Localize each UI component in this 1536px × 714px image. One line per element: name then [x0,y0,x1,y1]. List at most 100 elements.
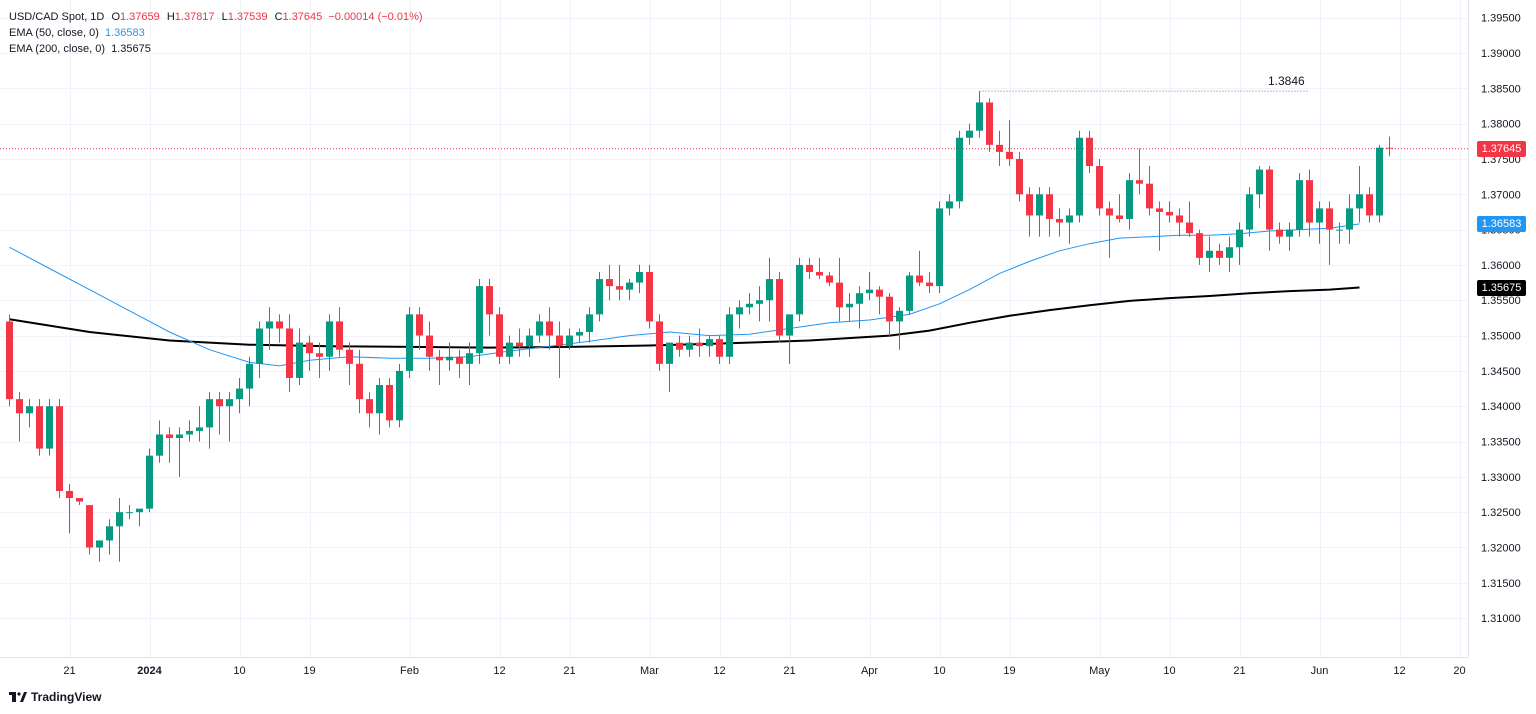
candle-body [1186,222,1193,234]
candle-body [1306,180,1313,223]
x-tick-label: 12 [493,665,505,677]
candle-body [336,321,343,350]
candle-body [356,363,363,400]
candle-body [1146,183,1153,209]
close-label: C [274,11,283,23]
ema50-row[interactable]: EMA (50, close, 0) 1.36583 [9,25,423,41]
symbol-title[interactable]: USD/CAD Spot, 1D [9,11,105,23]
y-tick-label: 1.37500 [1481,154,1521,166]
y-tick-label: 1.36000 [1481,260,1521,272]
candle-body [676,342,683,350]
high-label: H [166,11,175,23]
candle-body [796,264,803,315]
x-tick-label: 12 [1393,665,1405,677]
y-tick-label: 1.38500 [1481,83,1521,95]
candle-body [1286,229,1293,237]
candle-body [1106,208,1113,216]
ema200-label: EMA (200, close, 0) [9,43,105,55]
candle-body [596,279,603,315]
tradingview-logo[interactable]: TradingView [9,690,101,704]
candle-body [226,399,233,407]
candle-body [826,275,833,283]
candle-body [556,335,563,347]
candle-body [156,434,163,456]
candle-body [1176,215,1183,223]
candle-body [1076,137,1083,216]
candle-body [1066,215,1073,223]
y-tick-label: 1.33500 [1481,437,1521,449]
low-label: L [221,11,228,23]
ema200-value: 1.35675 [111,43,151,55]
candle-body [926,282,933,287]
candle-body [186,430,193,435]
ema200-row[interactable]: EMA (200, close, 0) 1.35675 [9,41,423,57]
y-tick-label: 1.31000 [1481,613,1521,625]
close-value: 1.37645 [282,11,323,23]
candle-body [1376,147,1383,216]
x-tick-label: Jun [1311,665,1329,677]
candle-body [176,434,183,438]
candle-body [1256,169,1263,195]
x-tick-label: 10 [933,665,945,677]
candle-body [996,144,1003,152]
candle-body [1196,233,1203,258]
candle-body [616,286,623,290]
x-tick-label: May [1089,665,1110,677]
candle-body [486,286,493,315]
candle-body [606,279,613,287]
candle-body [426,335,433,357]
candle-body [1046,194,1053,219]
candle-body [206,399,213,428]
candle-body [536,321,543,336]
high-value: 1.37817 [174,11,215,23]
x-tick-label: 10 [1163,665,1175,677]
x-tick-label: 20 [1453,665,1465,677]
candle-body [766,279,773,301]
candle-body [586,314,593,333]
y-tick-label: 1.35500 [1481,295,1521,307]
candle-body [1316,208,1323,223]
y-tick-label: 1.34000 [1481,401,1521,413]
candle-body [696,342,703,347]
ohlc-row: USD/CAD Spot, 1D O1.37659 H1.37817 L1.37… [9,9,423,25]
candle-body [1336,229,1343,231]
candle-body [126,512,133,514]
candle-body [416,314,423,336]
tradingview-logo-text: TradingView [31,690,102,704]
x-tick-label: 19 [303,665,315,677]
x-tick-label: Mar [640,665,659,677]
y-tick-label: 1.37000 [1481,189,1521,201]
candle-body [1206,250,1213,258]
candle-body [636,271,643,283]
candle-body [346,349,353,364]
candle-body [1166,211,1173,216]
candle-body [296,342,303,378]
y-tick-label: 1.31500 [1481,578,1521,590]
candle-body [1276,229,1283,237]
tradingview-logo-icon [9,692,27,702]
candle-body [546,321,553,336]
candle-body [256,328,263,364]
candle-body [146,455,153,509]
candle-body [986,102,993,145]
change-value: −0.00014 (−0.01%) [328,11,423,23]
candle-body [376,385,383,414]
candle-body [1386,147,1393,149]
candle-body [846,303,853,308]
candle-body [306,342,313,354]
candle-body [566,335,573,347]
candle-body [326,321,333,357]
candle-body [976,102,983,131]
candle-body [666,342,673,364]
y-tick-label: 1.38000 [1481,119,1521,131]
candle-body [516,342,523,347]
candle-body [66,490,73,499]
candle-body [1246,194,1253,230]
x-tick-label: 19 [1003,665,1015,677]
candle-body [6,321,13,400]
high-annotation-label: 1.3846 [1268,74,1305,89]
candle-body [896,310,903,322]
candle-body [1016,158,1023,195]
candle-body [1216,250,1223,258]
